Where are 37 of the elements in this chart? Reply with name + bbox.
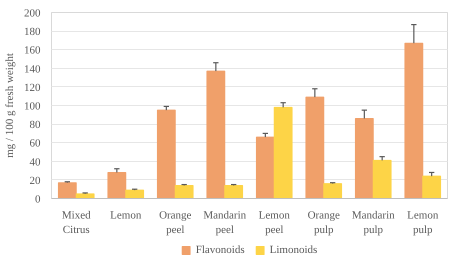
bar xyxy=(274,106,293,198)
x-tick-label: Orange pulp xyxy=(308,210,340,236)
bar xyxy=(354,118,374,198)
x-tick-label: Mixed Citrus xyxy=(62,210,92,236)
y-tick-label: 120 xyxy=(24,82,41,94)
y-tick-label: 20 xyxy=(30,174,41,187)
x-tick-label: Mandarin pulp xyxy=(352,210,396,236)
bar xyxy=(156,110,176,198)
bar xyxy=(206,70,226,198)
y-tick-label: 40 xyxy=(30,156,41,168)
bar xyxy=(305,96,324,198)
bar xyxy=(323,183,342,198)
bar xyxy=(174,184,194,198)
x-tick-label: Lemon peel xyxy=(258,210,290,236)
bar xyxy=(58,182,77,198)
y-tick-label: 60 xyxy=(30,138,41,150)
bar xyxy=(125,190,144,198)
x-tick-label: Orange peel xyxy=(159,210,192,236)
x-tick-label: Lemon pulp xyxy=(407,210,439,236)
y-tick-label: 0 xyxy=(35,194,41,206)
y-tick-label: 80 xyxy=(30,119,41,132)
bar xyxy=(404,42,424,198)
bar xyxy=(107,172,126,198)
y-axis-title: mg / 100 g fresh weight xyxy=(4,53,16,158)
x-tick-label: Mandarin peel xyxy=(203,210,247,236)
bar xyxy=(256,136,275,198)
legend-label: Flavonoids xyxy=(196,244,245,256)
bar xyxy=(422,176,442,198)
y-tick-label: 100 xyxy=(24,100,41,112)
y-tick-label: 140 xyxy=(24,63,41,76)
y-tick-label: 200 xyxy=(24,8,41,20)
bar xyxy=(372,160,392,198)
y-tick-label: 180 xyxy=(24,26,41,38)
x-tick-label: Lemon xyxy=(110,210,142,222)
legend-label: Limonoids xyxy=(270,244,318,256)
bar xyxy=(224,184,244,198)
y-tick-label: 160 xyxy=(24,44,41,57)
